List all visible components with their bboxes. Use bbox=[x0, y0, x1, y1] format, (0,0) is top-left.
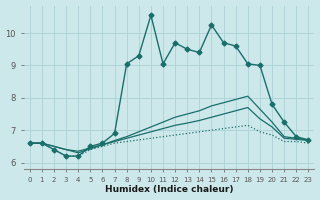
X-axis label: Humidex (Indice chaleur): Humidex (Indice chaleur) bbox=[105, 185, 233, 194]
